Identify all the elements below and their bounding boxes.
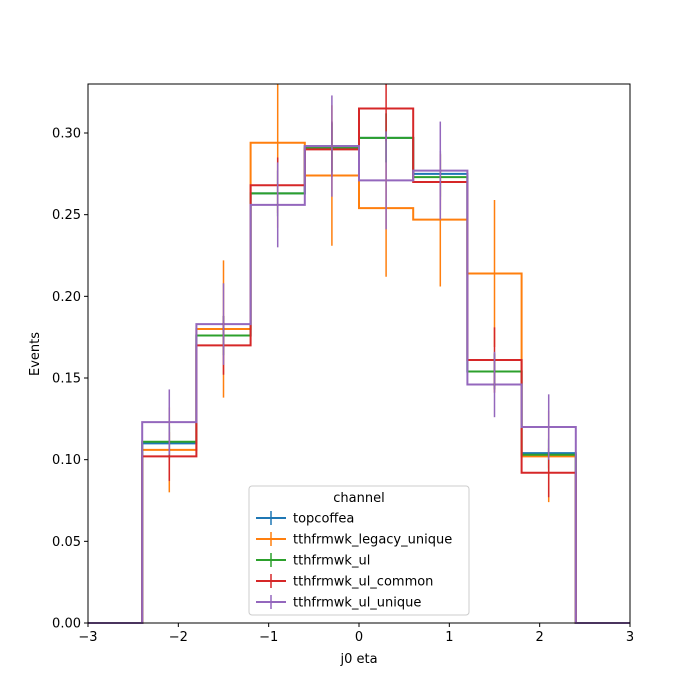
x-tick-label: 0 [355,630,363,645]
legend-label: tthfrmwk_ul [293,554,370,569]
legend-label: tthfrmwk_ul_common [293,575,433,590]
legend-entries: topcoffea tthfrmwk_legacy_unique tthfrmwk_… [256,511,452,611]
y-axis-ticks: 0.00 0.05 0.10 0.15 0.20 0.25 0.30 [52,127,88,632]
x-tick-label: 2 [536,630,544,645]
legend-title: channel [333,491,384,506]
x-tick-label: −1 [259,630,278,645]
legend-label: tthfrmwk_legacy_unique [293,533,452,548]
y-tick-label: 0.15 [52,372,81,387]
legend-label: topcoffea [293,512,354,527]
y-tick-label: 0.05 [52,535,81,550]
legend: channel topcoffeatthfrmwk_legacy_uniquet… [248,485,470,616]
series-step-tthfrmwk_ul_unique [88,145,630,624]
legend-label: tthfrmwk_ul_unique [293,596,421,611]
x-axis-ticks: −3 −2 −1 0 1 2 3 [78,623,634,645]
y-tick-label: 0.30 [52,127,81,142]
series-layer [88,107,630,624]
y-axis-label: Events [28,332,43,376]
x-tick-label: −3 [78,630,97,645]
legend-box [248,485,470,616]
y-tick-label: 0.20 [52,290,81,305]
x-axis-label: j0 eta [339,652,377,667]
x-tick-label: 1 [445,630,453,645]
y-tick-label: 0.10 [52,453,81,468]
x-tick-label: −2 [169,630,188,645]
errorbar-layer [168,84,550,503]
x-tick-label: 3 [626,630,634,645]
series-step-tthfrmwk_ul_common [88,107,630,624]
y-tick-label: 0.25 [52,208,81,223]
y-tick-label: 0.00 [52,617,81,632]
